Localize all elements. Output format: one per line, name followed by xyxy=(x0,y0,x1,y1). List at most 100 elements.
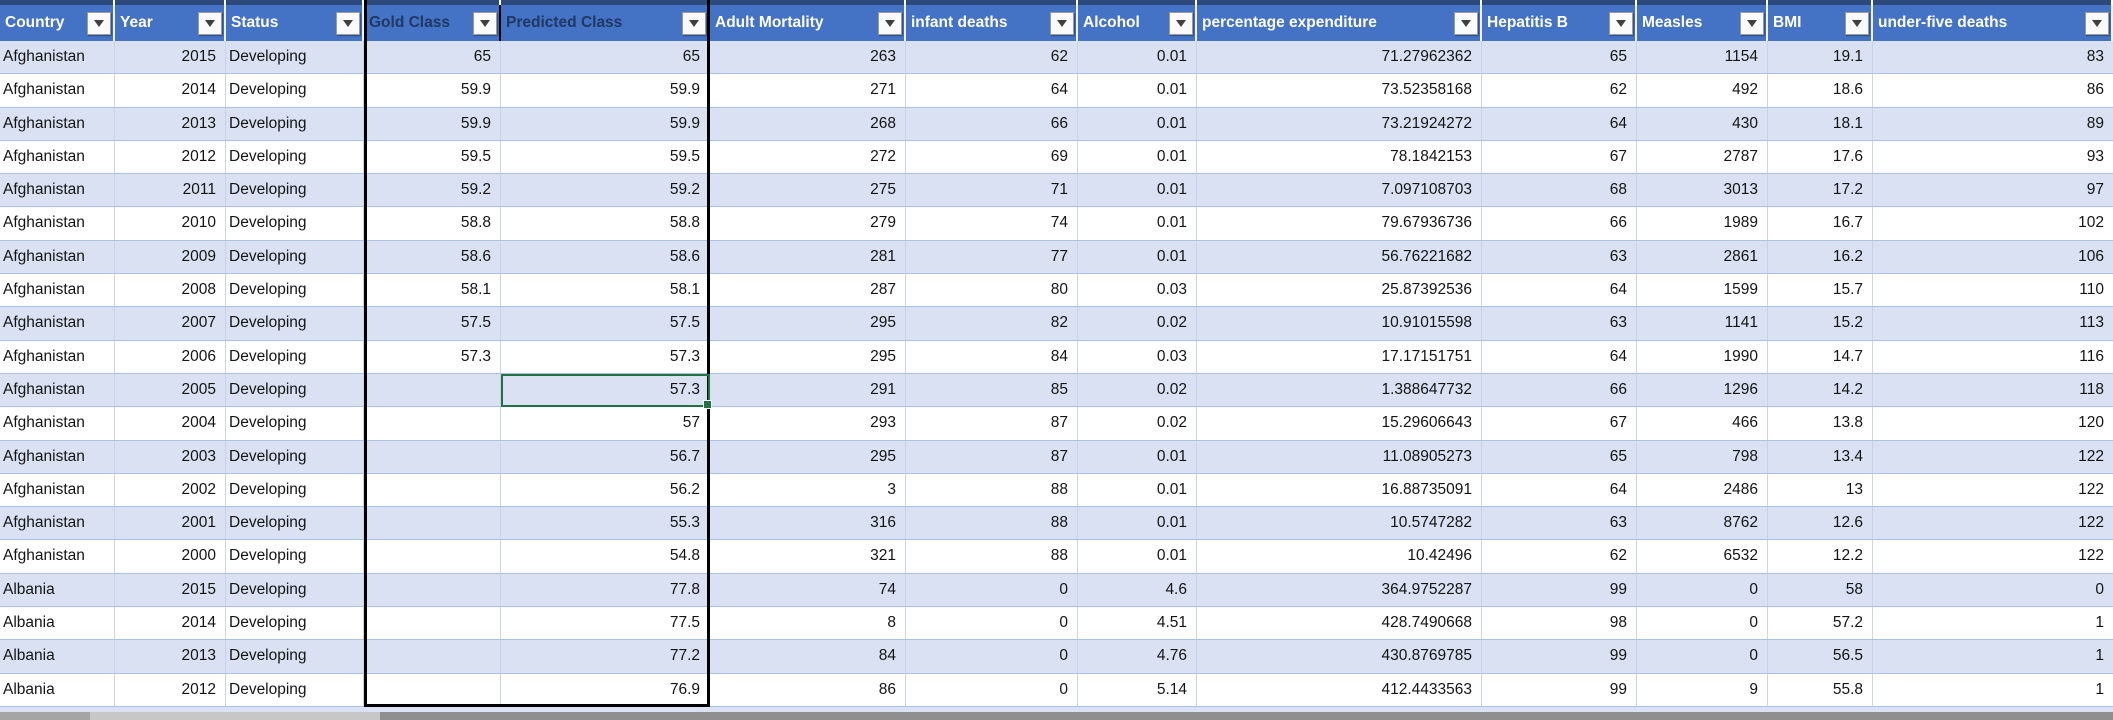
cell[interactable]: 58.1 xyxy=(364,274,501,307)
cell[interactable]: 99 xyxy=(1482,640,1637,673)
cell[interactable]: Developing xyxy=(226,673,364,706)
cell[interactable]: Albania xyxy=(0,573,115,607)
filter-button[interactable] xyxy=(198,12,222,35)
cell[interactable]: Albania xyxy=(0,607,115,640)
cell[interactable]: 73.21924272 xyxy=(1197,107,1482,140)
scrollbar-thumb[interactable] xyxy=(90,711,380,720)
cell[interactable]: 18.1 xyxy=(1768,107,1873,140)
cell[interactable]: 293 xyxy=(710,407,906,440)
cell[interactable]: Developing xyxy=(226,307,364,340)
cell[interactable]: 97 xyxy=(2086,181,2104,199)
cell[interactable]: Afghanistan xyxy=(0,207,115,240)
cell[interactable]: 17.6 xyxy=(1768,140,1873,174)
cell[interactable]: 71 xyxy=(906,174,1078,207)
filter-button[interactable] xyxy=(878,12,902,35)
cell[interactable]: 10.91015598 xyxy=(1197,307,1482,340)
cell[interactable]: 2015 xyxy=(115,573,226,607)
cell[interactable]: 2006 xyxy=(115,340,226,373)
cell[interactable]: 88 xyxy=(906,507,1078,540)
filter-button[interactable] xyxy=(682,12,706,35)
cell[interactable]: 64 xyxy=(1482,473,1637,507)
cell[interactable]: Developing xyxy=(226,107,364,140)
cell[interactable]: 57.5 xyxy=(501,307,710,340)
cell[interactable]: 10.42496 xyxy=(1197,540,1482,573)
cell[interactable]: 0 xyxy=(1637,607,1768,640)
cell[interactable]: 2013 xyxy=(115,107,226,140)
cell[interactable]: Afghanistan xyxy=(0,307,115,340)
cell[interactable]: 1154 xyxy=(1637,41,1768,74)
cell[interactable]: 67 xyxy=(1482,140,1637,174)
cell[interactable]: 71.27962362 xyxy=(1197,41,1482,74)
cell[interactable]: Afghanistan xyxy=(0,440,115,473)
cell[interactable]: 0.01 xyxy=(1078,174,1197,207)
cell[interactable]: 77.2 xyxy=(501,640,710,673)
cell[interactable]: 98 xyxy=(1482,607,1637,640)
cell[interactable]: 65 xyxy=(1482,440,1637,473)
cell[interactable]: 0 xyxy=(906,673,1078,706)
cell[interactable]: 2004 xyxy=(115,407,226,440)
cell[interactable]: 88 xyxy=(906,540,1078,573)
column-header-gold-class[interactable]: Gold Class xyxy=(364,5,501,41)
filter-button[interactable] xyxy=(1454,12,1478,35)
cell[interactable]: 116 xyxy=(2079,347,2104,365)
cell[interactable]: 64 xyxy=(1482,274,1637,307)
cell[interactable]: 57.3 xyxy=(501,340,710,373)
cell[interactable]: 2008 xyxy=(115,274,226,307)
cell[interactable]: 364.9752287 xyxy=(1197,573,1482,607)
cell[interactable]: 0.02 xyxy=(1078,373,1197,407)
filter-button[interactable] xyxy=(1845,12,1869,35)
column-header-measles[interactable]: Measles xyxy=(1637,5,1768,41)
cell[interactable]: 2002 xyxy=(115,473,226,507)
cell[interactable]: 57.2 xyxy=(1768,607,1873,640)
cell[interactable]: 62 xyxy=(1482,74,1637,107)
filter-button[interactable] xyxy=(473,12,497,35)
cell[interactable] xyxy=(364,673,501,706)
cell[interactable]: Developing xyxy=(226,440,364,473)
cell[interactable]: 0.03 xyxy=(1078,340,1197,373)
cell[interactable]: 0 xyxy=(906,573,1078,607)
cell[interactable]: 8762 xyxy=(1637,507,1768,540)
cell[interactable]: 62 xyxy=(1482,540,1637,573)
cell[interactable] xyxy=(364,607,501,640)
cell[interactable]: 1 xyxy=(2095,647,2104,665)
cell[interactable]: 2012 xyxy=(115,140,226,174)
cell[interactable]: 0.02 xyxy=(1078,407,1197,440)
cell[interactable]: 2007 xyxy=(115,307,226,340)
cell[interactable]: 5.14 xyxy=(1078,673,1197,706)
cell[interactable]: 0.03 xyxy=(1078,274,1197,307)
cell[interactable]: 74 xyxy=(710,573,906,607)
cell[interactable]: 57.3 xyxy=(501,373,710,407)
cell[interactable]: 15.29606643 xyxy=(1197,407,1482,440)
cell[interactable]: 0.01 xyxy=(1078,473,1197,507)
cell[interactable]: 6532 xyxy=(1637,540,1768,573)
cell[interactable]: 79.67936736 xyxy=(1197,207,1482,240)
cell[interactable]: 63 xyxy=(1482,507,1637,540)
cell[interactable]: 78.1842153 xyxy=(1197,140,1482,174)
cell[interactable]: 0.01 xyxy=(1078,440,1197,473)
cell[interactable]: 106 xyxy=(2078,247,2104,265)
cell[interactable]: Developing xyxy=(226,340,364,373)
cell[interactable]: 18.6 xyxy=(1768,74,1873,107)
cell[interactable]: 83 xyxy=(2086,48,2104,65)
filter-button[interactable] xyxy=(1050,12,1074,35)
cell[interactable]: 0 xyxy=(1637,640,1768,673)
cell[interactable]: Albania xyxy=(0,673,115,706)
cell[interactable]: Afghanistan xyxy=(0,507,115,540)
cell[interactable]: 57.3 xyxy=(364,340,501,373)
cell[interactable]: 9 xyxy=(1637,673,1768,706)
cell[interactable]: 66 xyxy=(1482,207,1637,240)
cell[interactable]: Developing xyxy=(226,274,364,307)
cell[interactable]: 57 xyxy=(501,407,710,440)
cell[interactable]: 15.7 xyxy=(1768,274,1873,307)
cell[interactable]: 118 xyxy=(2079,380,2104,398)
cell[interactable]: 59.2 xyxy=(501,174,710,207)
cell[interactable]: 281 xyxy=(710,240,906,274)
cell[interactable]: 62 xyxy=(906,41,1078,74)
column-header-adult-mortality[interactable]: Adult Mortality xyxy=(710,5,906,41)
cell[interactable]: 59.5 xyxy=(501,140,710,174)
cell[interactable]: 64 xyxy=(906,74,1078,107)
cell[interactable]: 263 xyxy=(710,41,906,74)
cell[interactable]: 85 xyxy=(906,373,1078,407)
cell[interactable]: 287 xyxy=(710,274,906,307)
cell[interactable] xyxy=(364,407,501,440)
